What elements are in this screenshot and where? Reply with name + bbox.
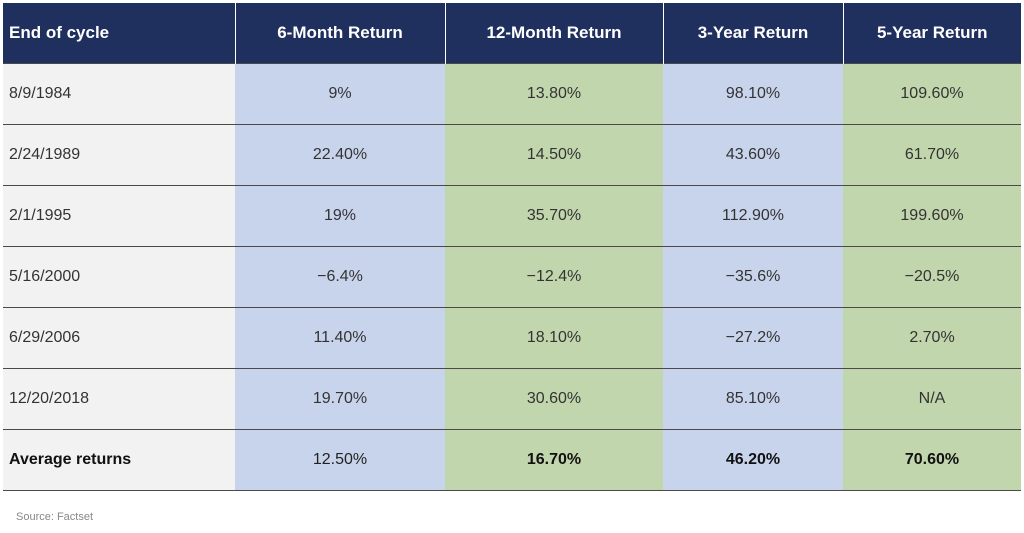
cell-6-month: 9% — [235, 63, 445, 125]
cell-12-month: 35.70% — [445, 185, 663, 247]
average-returns-row: Average returns 12.50% 16.70% 46.20% 70.… — [3, 429, 1021, 491]
cell-3-year: 98.10% — [663, 63, 843, 125]
cell-6-month: 19.70% — [235, 368, 445, 430]
cell-average-6-month: 12.50% — [235, 429, 445, 491]
cell-3-year: 112.90% — [663, 185, 843, 247]
cell-12-month: −12.4% — [445, 246, 663, 308]
header-12-month-return: 12-Month Return — [444, 3, 663, 64]
header-3-year-return: 3-Year Return — [662, 3, 843, 64]
returns-table: End of cycle 6-Month Return 12-Month Ret… — [3, 3, 1021, 491]
header-row: End of cycle 6-Month Return 12-Month Ret… — [3, 3, 1021, 64]
cell-3-year: 43.60% — [663, 124, 843, 186]
cell-5-year: −20.5% — [843, 246, 1021, 308]
cell-3-year: −27.2% — [663, 307, 843, 369]
cell-average-5-year: 70.60% — [843, 429, 1021, 491]
cell-end-of-cycle: 6/29/2006 — [3, 307, 235, 369]
cell-end-of-cycle: 5/16/2000 — [3, 246, 235, 308]
cell-5-year: 109.60% — [843, 63, 1021, 125]
table-row: 6/29/2006 11.40% 18.10% −27.2% 2.70% — [3, 307, 1021, 369]
cell-average-3-year: 46.20% — [663, 429, 843, 491]
cell-3-year: 85.10% — [663, 368, 843, 430]
cell-average-12-month: 16.70% — [445, 429, 663, 491]
cell-12-month: 13.80% — [445, 63, 663, 125]
source-note: Source: Factset — [16, 511, 94, 523]
table-row: 12/20/2018 19.70% 30.60% 85.10% N/A — [3, 368, 1021, 430]
cell-average-label: Average returns — [3, 429, 235, 491]
cell-5-year: 61.70% — [843, 124, 1021, 186]
header-6-month-return: 6-Month Return — [234, 3, 445, 64]
table-row: 2/1/1995 19% 35.70% 112.90% 199.60% — [3, 185, 1021, 247]
cell-12-month: 30.60% — [445, 368, 663, 430]
cell-5-year: 199.60% — [843, 185, 1021, 247]
cell-3-year: −35.6% — [663, 246, 843, 308]
cell-6-month: 19% — [235, 185, 445, 247]
returns-table-container: End of cycle 6-Month Return 12-Month Ret… — [3, 3, 1021, 491]
header-5-year-return: 5-Year Return — [842, 3, 1021, 64]
cell-5-year: N/A — [843, 368, 1021, 430]
table-row: 5/16/2000 −6.4% −12.4% −35.6% −20.5% — [3, 246, 1021, 308]
cell-12-month: 14.50% — [445, 124, 663, 186]
header-end-of-cycle: End of cycle — [3, 3, 235, 64]
cell-end-of-cycle: 2/24/1989 — [3, 124, 235, 186]
table-row: 8/9/1984 9% 13.80% 98.10% 109.60% — [3, 63, 1021, 125]
cell-6-month: −6.4% — [235, 246, 445, 308]
table-row: 2/24/1989 22.40% 14.50% 43.60% 61.70% — [3, 124, 1021, 186]
cell-end-of-cycle: 2/1/1995 — [3, 185, 235, 247]
cell-12-month: 18.10% — [445, 307, 663, 369]
cell-end-of-cycle: 8/9/1984 — [3, 63, 235, 125]
cell-6-month: 22.40% — [235, 124, 445, 186]
cell-6-month: 11.40% — [235, 307, 445, 369]
cell-5-year: 2.70% — [843, 307, 1021, 369]
cell-end-of-cycle: 12/20/2018 — [3, 368, 235, 430]
